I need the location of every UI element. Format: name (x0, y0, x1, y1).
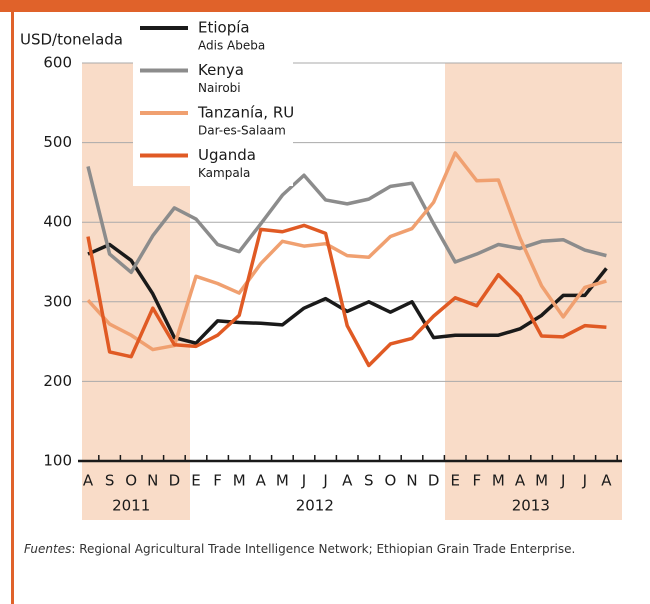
x-tick-label: S (105, 472, 115, 490)
legend-label: Kenya (198, 61, 244, 79)
x-tick-label: O (384, 472, 396, 490)
x-tick-label: F (472, 472, 481, 490)
x-tick-label: S (364, 472, 374, 490)
top-bar (0, 0, 650, 12)
x-tick-label: M (233, 472, 246, 490)
left-border (11, 12, 14, 604)
x-tick-label: A (601, 472, 612, 490)
x-tick-label: A (83, 472, 94, 490)
y-tick-label: 500 (43, 133, 72, 151)
y-tick-label: 300 (43, 292, 72, 310)
x-tick-label: J (582, 472, 587, 490)
x-tick-label: O (125, 472, 137, 490)
x-tick-label: J (560, 472, 565, 490)
legend-city: Dar-es-Salaam (198, 124, 286, 138)
legend-label: Uganda (198, 146, 256, 164)
y-tick-label: 400 (43, 213, 72, 231)
legend-city: Nairobi (198, 81, 241, 95)
series-line (86, 166, 607, 275)
x-tick-label: A (342, 472, 353, 490)
x-tick-label: D (169, 472, 181, 490)
y-tick-label: 200 (43, 372, 72, 390)
year-label: 2013 (512, 497, 550, 515)
series-line (86, 223, 607, 368)
legend-label: Tanzanía, RU (197, 104, 294, 122)
x-tick-label: F (213, 472, 222, 490)
y-tick-label: 100 (43, 452, 72, 470)
x-tick-label: E (450, 472, 459, 490)
year-label: 2012 (296, 497, 334, 515)
x-tick-label: M (276, 472, 289, 490)
shade-2013 (445, 63, 622, 520)
legend-city: Kampala (198, 166, 250, 180)
x-tick-label: M (492, 472, 505, 490)
legend-city: Adis Abeba (198, 39, 265, 53)
legend-label: Etiopía (198, 19, 250, 37)
source-note: Fuentes: Regional Agricultural Trade Int… (24, 542, 624, 557)
x-tick-label: J (301, 472, 306, 490)
x-tick-label: D (428, 472, 440, 490)
x-tick-label: N (406, 472, 417, 490)
x-tick-label: M (535, 472, 548, 490)
x-tick-label: E (191, 472, 200, 490)
y-tick-label: 600 (43, 54, 72, 72)
x-tick-label: N (147, 472, 158, 490)
source-text: : Regional Agricultural Trade Intelligen… (71, 542, 576, 556)
source-label: Fuentes (24, 542, 72, 556)
y-axis-label: USD/tonelada (20, 31, 123, 49)
series-line (87, 242, 608, 345)
x-tick-label: A (256, 472, 267, 490)
x-tick-label: A (515, 472, 526, 490)
x-tick-label: J (322, 472, 327, 490)
year-label: 2011 (112, 497, 150, 515)
